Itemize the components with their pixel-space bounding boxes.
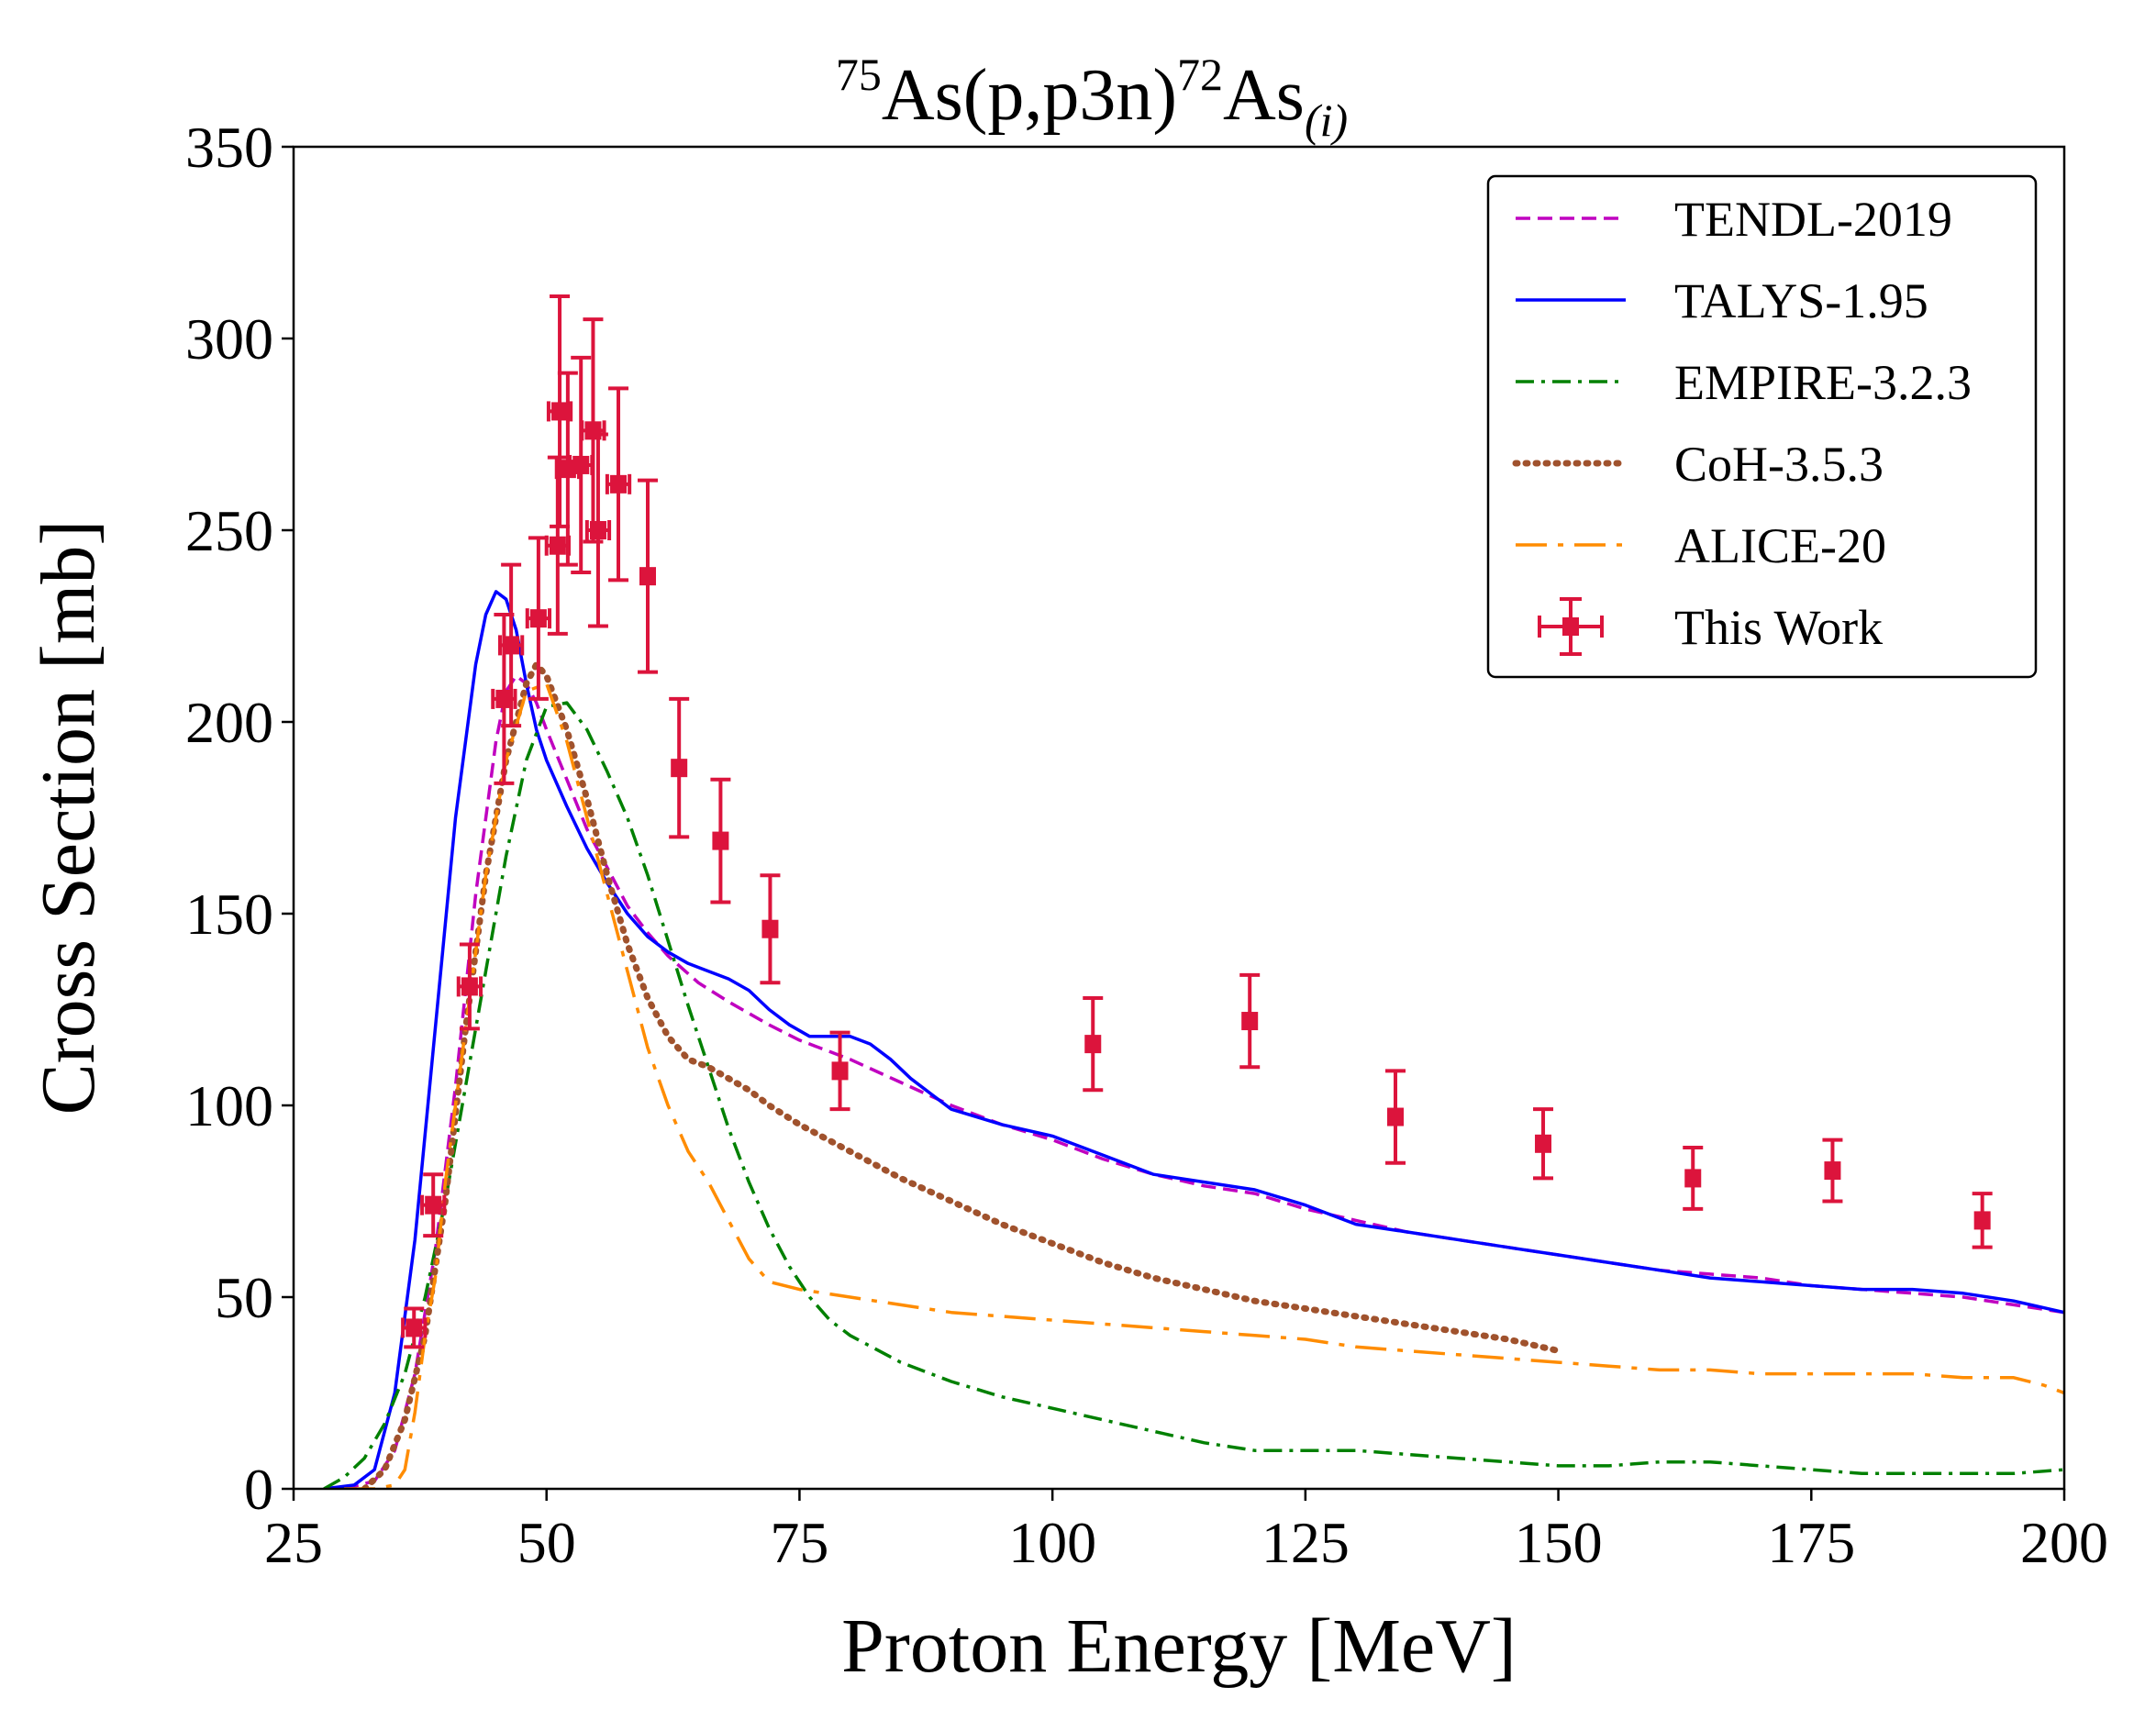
data-point <box>1972 1192 1993 1249</box>
title-product: As <box>1223 55 1305 136</box>
data-marker <box>495 689 513 708</box>
legend-marker <box>1562 617 1579 636</box>
data-point <box>605 386 632 583</box>
x-tick-label: 200 <box>2020 1510 2108 1575</box>
experimental-points <box>401 294 1993 1349</box>
series-line-talys-1-95 <box>323 590 2064 1489</box>
data-marker <box>1824 1161 1841 1181</box>
data-point <box>1683 1145 1704 1211</box>
title-mass-number-2: 72 <box>1177 49 1223 100</box>
data-marker <box>549 536 566 555</box>
data-point <box>1083 995 1104 1093</box>
y-tick-label: 150 <box>185 882 273 947</box>
series-line-alice-20 <box>344 682 2064 1489</box>
data-point <box>401 1306 428 1349</box>
title-subscript: (i) <box>1305 94 1348 146</box>
title-reaction: As(p,p3n) <box>882 55 1177 136</box>
series-line-empire-3-2-3 <box>323 701 2064 1489</box>
data-marker <box>1387 1107 1405 1126</box>
data-point <box>1239 972 1261 1070</box>
legend-label-this-work: This Work <box>1674 600 1883 655</box>
data-point <box>420 1172 447 1238</box>
data-marker <box>425 1195 442 1215</box>
legend-swatch-this-work <box>1538 597 1604 656</box>
x-axis-label: Proton Energy [MeV] <box>841 1603 1517 1689</box>
data-marker <box>610 474 628 494</box>
series-line-coh-3-5-3 <box>361 660 1562 1489</box>
legend-label-coh: CoH-3.5.3 <box>1674 437 1884 492</box>
x-tick-label: 175 <box>1767 1510 1855 1575</box>
data-point <box>1822 1137 1843 1204</box>
data-marker <box>503 636 520 655</box>
legend-label-talys: TALYS-1.95 <box>1674 273 1928 328</box>
x-tick-label: 125 <box>1261 1510 1350 1575</box>
data-point <box>497 562 525 728</box>
x-tick-label: 100 <box>1008 1510 1096 1575</box>
data-marker <box>831 1061 849 1081</box>
legend-label-empire: EMPIRE-3.2.3 <box>1674 355 1972 410</box>
legend: TENDL-2019 TALYS-1.95 EMPIRE-3.2.3 CoH-3… <box>1486 174 2038 679</box>
data-point <box>638 478 658 674</box>
y-tick-label: 350 <box>185 115 273 180</box>
y-axis-ticks: 0 50 100 150 200 250 300 350 <box>185 115 294 1522</box>
data-marker <box>639 567 656 586</box>
x-tick-label: 150 <box>1515 1510 1603 1575</box>
data-marker <box>1241 1012 1259 1031</box>
data-point <box>710 777 731 904</box>
data-marker <box>1084 1035 1102 1054</box>
data-point <box>829 1030 850 1112</box>
x-axis-ticks: 25 50 75 100 125 150 175 200 <box>264 1489 2108 1575</box>
x-tick-label: 75 <box>770 1510 828 1575</box>
data-point <box>568 355 595 574</box>
y-tick-label: 0 <box>244 1457 273 1522</box>
data-marker <box>529 609 547 628</box>
data-point <box>525 536 552 701</box>
data-point <box>546 294 573 528</box>
data-marker <box>761 919 779 938</box>
data-marker <box>1535 1134 1552 1153</box>
data-point <box>669 696 690 839</box>
y-tick-label: 250 <box>185 498 273 563</box>
y-axis-label: Cross Section [mb] <box>26 520 111 1115</box>
x-tick-label: 50 <box>517 1510 576 1575</box>
data-marker <box>406 1318 423 1337</box>
x-tick-label: 25 <box>264 1510 323 1575</box>
data-marker <box>1973 1211 1991 1230</box>
y-tick-label: 100 <box>185 1073 273 1138</box>
data-point <box>760 873 781 985</box>
data-point <box>544 455 571 636</box>
data-point <box>1533 1107 1554 1181</box>
data-marker <box>572 455 590 474</box>
data-point <box>456 942 483 1031</box>
legend-label-alice: ALICE-20 <box>1674 518 1886 573</box>
data-point <box>584 432 612 628</box>
data-marker <box>671 759 688 778</box>
title-mass-number-1: 75 <box>836 49 882 100</box>
y-tick-label: 300 <box>185 306 273 372</box>
y-tick-label: 200 <box>185 690 273 755</box>
chart-title: 75As(p,p3n)72As(i) <box>836 49 1348 146</box>
data-point <box>1385 1069 1406 1165</box>
data-marker <box>1684 1169 1702 1188</box>
data-marker <box>589 521 606 539</box>
y-tick-label: 50 <box>215 1265 273 1330</box>
data-marker <box>712 831 729 850</box>
data-marker <box>461 977 478 996</box>
legend-label-tendl: TENDL-2019 <box>1674 192 1952 247</box>
data-marker <box>551 402 569 421</box>
plot-frame <box>292 145 2066 1491</box>
